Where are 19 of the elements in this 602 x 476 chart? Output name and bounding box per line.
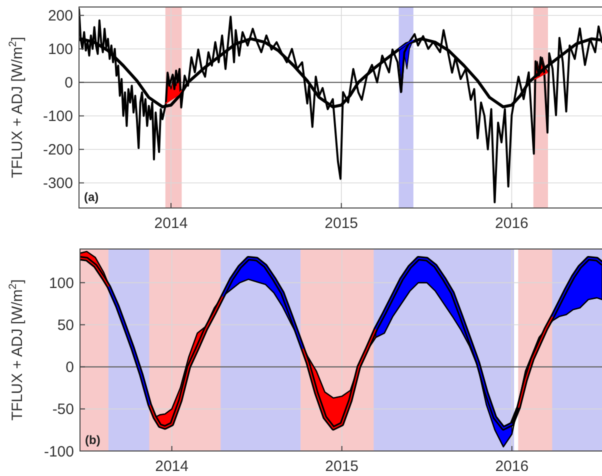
y-tick-label: -300 <box>42 175 73 192</box>
y-tick-label: -100 <box>42 108 73 126</box>
x-tick-label: 2015 <box>324 215 358 232</box>
y-tick-label: 100 <box>48 41 73 58</box>
y-tick-label: -200 <box>42 142 73 159</box>
y-tick-label: 50 <box>57 317 74 334</box>
x-tick-label: 2014 <box>154 215 188 232</box>
x-tick-label: 2014 <box>155 458 189 475</box>
y-tick-label: 200 <box>48 8 73 25</box>
x-tick-label: 2015 <box>325 458 359 475</box>
y-tick-label: -100 <box>44 443 74 460</box>
y-tick-label: 0 <box>66 359 74 376</box>
annotation: (a) <box>84 190 99 204</box>
y-tick-label: -50 <box>52 401 74 418</box>
x-tick-label: 2016 <box>495 215 528 232</box>
x-tick-label: 2016 <box>495 458 529 475</box>
y-tick-label: 100 <box>48 274 74 292</box>
annotation: (b) <box>85 433 100 447</box>
y-tick-label: 0 <box>64 74 73 92</box>
